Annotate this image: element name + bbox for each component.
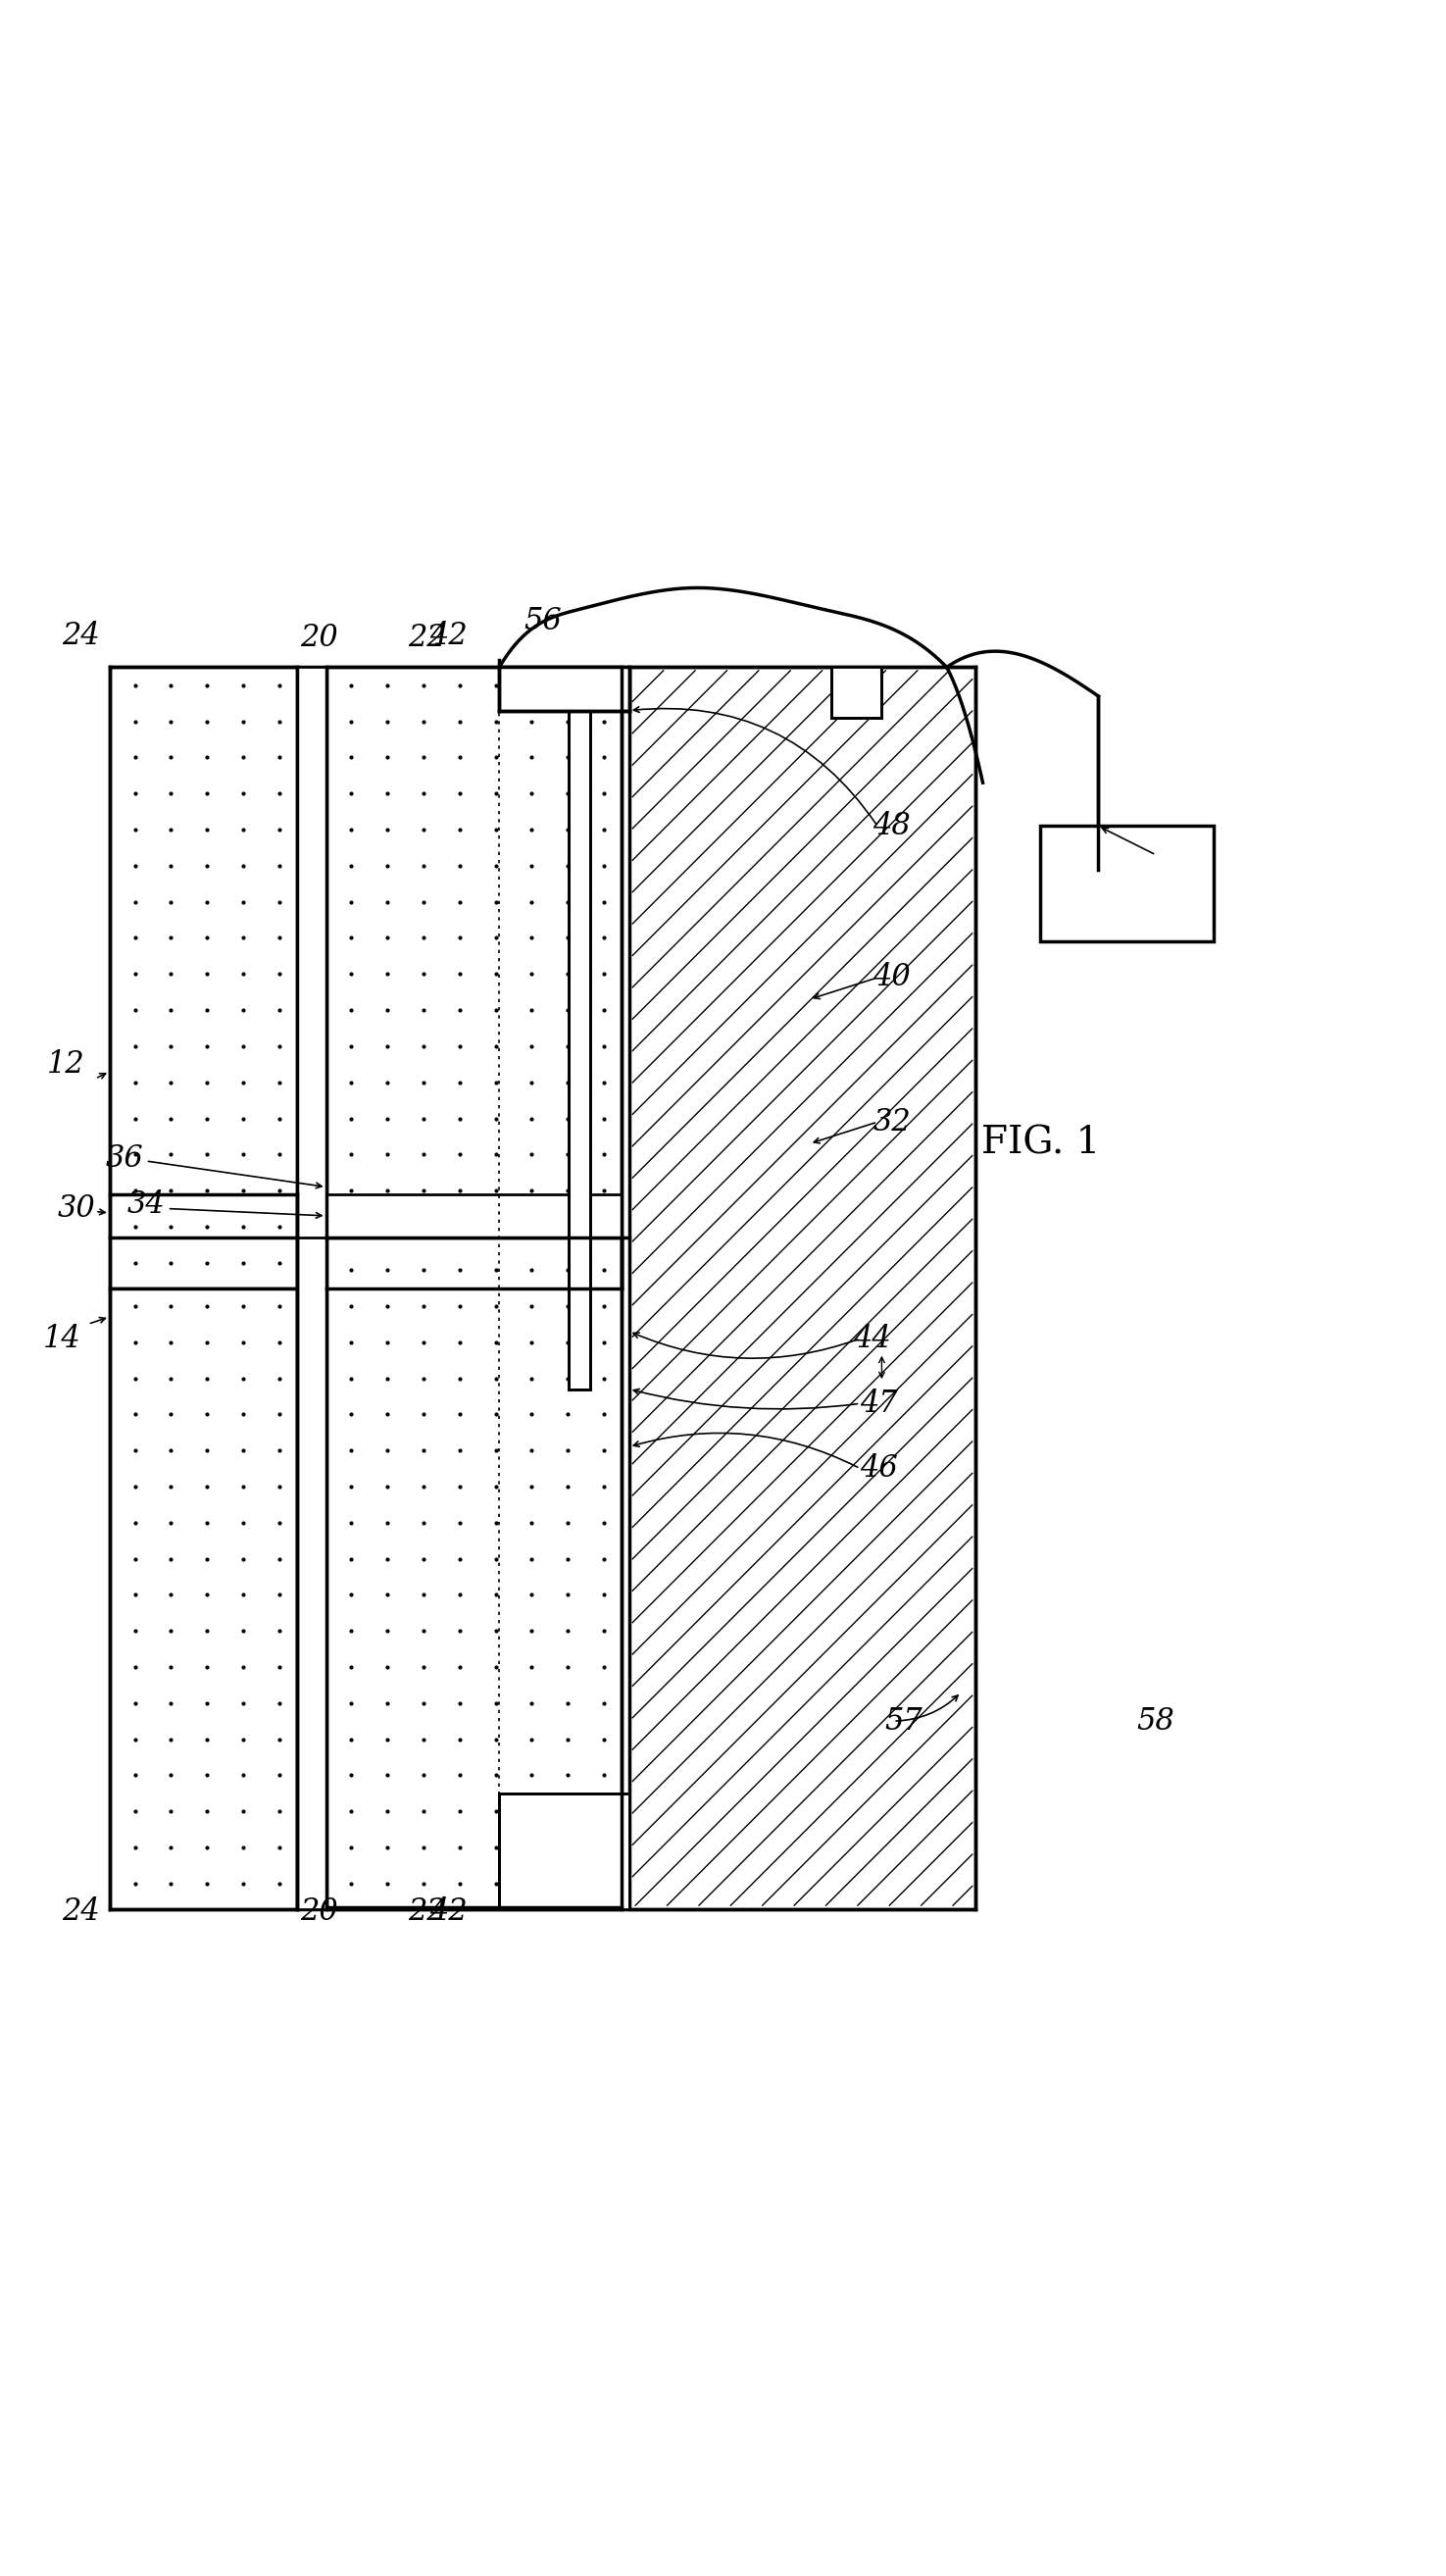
- Bar: [327, 1195, 622, 1236]
- Text: 36: 36: [106, 1144, 143, 1172]
- Text: 20: 20: [299, 623, 338, 654]
- Bar: [499, 1793, 629, 1909]
- Bar: [298, 667, 327, 1288]
- Text: 40: 40: [873, 963, 911, 992]
- Text: 20: 20: [299, 1896, 338, 1927]
- Text: 24: 24: [62, 1896, 100, 1927]
- Text: 57: 57: [885, 1705, 923, 1736]
- Text: 58: 58: [1137, 1705, 1176, 1736]
- Text: 46: 46: [860, 1453, 898, 1484]
- Text: 47: 47: [860, 1388, 898, 1419]
- Bar: [1041, 827, 1213, 940]
- Text: 42: 42: [429, 621, 467, 652]
- Bar: [110, 667, 298, 1288]
- Text: 44: 44: [853, 1324, 891, 1355]
- Text: 22: 22: [408, 623, 447, 654]
- Text: 34: 34: [127, 1190, 165, 1218]
- Text: 30: 30: [58, 1193, 95, 1224]
- Bar: [327, 667, 622, 1288]
- Bar: [568, 711, 590, 1388]
- Text: FIG. 1: FIG. 1: [980, 1126, 1100, 1162]
- Bar: [629, 667, 976, 1909]
- Text: 14: 14: [43, 1324, 81, 1355]
- Text: 48: 48: [873, 811, 911, 842]
- Bar: [831, 667, 882, 719]
- Text: 12: 12: [48, 1048, 85, 1079]
- Text: 22: 22: [408, 1896, 447, 1927]
- Text: 56: 56: [523, 605, 561, 636]
- Text: 32: 32: [873, 1108, 911, 1136]
- Bar: [110, 1288, 298, 1909]
- Bar: [298, 1236, 327, 1909]
- Text: 42: 42: [429, 1896, 467, 1927]
- Bar: [327, 1236, 622, 1909]
- Bar: [499, 667, 629, 711]
- Text: 24: 24: [62, 621, 100, 652]
